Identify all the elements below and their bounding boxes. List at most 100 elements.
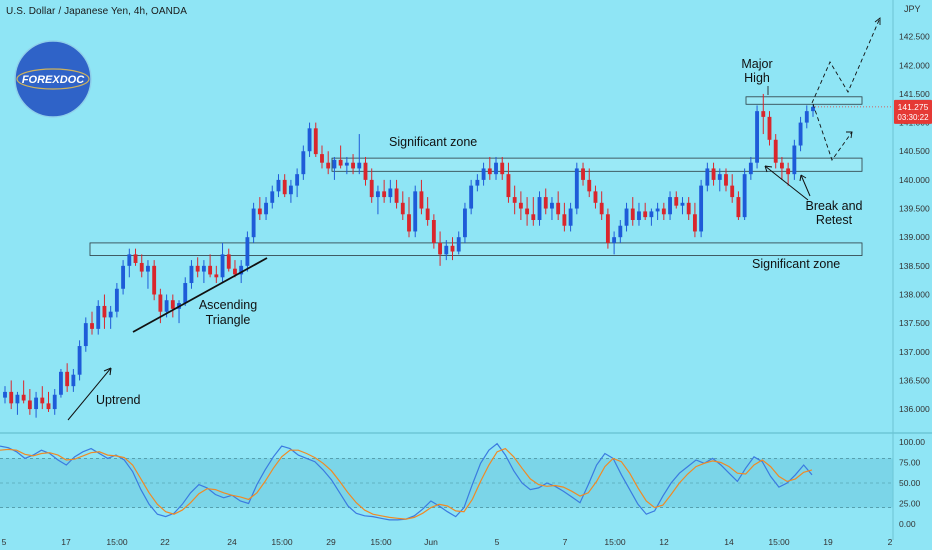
candle-body <box>599 202 604 215</box>
candle-body <box>295 174 300 186</box>
candle-body <box>270 191 275 203</box>
candle <box>668 191 672 220</box>
candle <box>183 277 188 306</box>
candle <box>388 179 393 203</box>
symbol-header: U.S. Dollar / Japanese Yen, 4h, OANDA <box>6 6 188 17</box>
candle <box>475 174 480 192</box>
candle-body <box>431 220 436 243</box>
candle-body <box>146 265 150 272</box>
candle <box>811 105 815 117</box>
candle <box>170 294 175 318</box>
stoch-tick-label: 0.00 <box>899 519 916 529</box>
time-tick-label: 15:00 <box>604 537 626 547</box>
candle-body <box>773 139 778 163</box>
significant-zone-top <box>331 157 863 172</box>
candle-body <box>518 202 523 209</box>
candle-body <box>9 391 14 404</box>
candle-body <box>755 111 759 163</box>
stoch-d-line <box>0 447 813 520</box>
candle <box>711 162 716 186</box>
price-tick-label: 138.000 <box>899 289 930 299</box>
candle <box>438 231 443 266</box>
price-tick-label: 142.000 <box>899 60 930 70</box>
candle-body <box>686 202 691 215</box>
candle-body <box>15 394 20 404</box>
candle-body <box>593 191 598 203</box>
candle-body <box>108 311 113 318</box>
annotation-break-and: Break and <box>806 199 863 213</box>
candle <box>419 179 424 215</box>
candle-body <box>655 208 660 212</box>
candle-body <box>699 185 704 232</box>
candle-body <box>83 323 88 347</box>
candle-body <box>786 168 791 175</box>
candle <box>77 340 82 381</box>
candle <box>463 202 467 243</box>
candle-body <box>400 202 405 215</box>
price-tick-label: 137.000 <box>899 347 930 357</box>
candle-body <box>419 191 424 209</box>
candle <box>152 260 157 301</box>
candle-body <box>363 162 368 180</box>
time-tick-label: 7 <box>563 537 568 547</box>
candle <box>344 156 349 175</box>
price-tick-label: 140.500 <box>899 146 930 156</box>
candle <box>313 122 318 157</box>
price-tick-label: 139.500 <box>899 204 930 214</box>
annotation-retest: Retest <box>816 213 853 227</box>
candle <box>3 386 7 404</box>
candle-body <box>587 179 592 192</box>
candle-body <box>469 185 474 209</box>
candle <box>792 139 797 180</box>
projection-bullish <box>811 17 881 104</box>
time-tick-label: 2 <box>888 537 893 547</box>
candle <box>705 162 710 192</box>
candle <box>425 197 430 226</box>
price-tick-label: 139.000 <box>899 232 930 242</box>
candle <box>301 145 306 180</box>
candle <box>431 214 436 249</box>
price-tick-label: 137.500 <box>899 318 930 328</box>
candle <box>779 156 784 180</box>
candle-body <box>574 168 579 209</box>
candle <box>494 156 498 180</box>
candle-body <box>717 174 722 180</box>
candle <box>680 197 685 215</box>
candle <box>487 156 492 180</box>
time-tick-label: 24 <box>227 537 237 547</box>
candle-body <box>637 211 641 220</box>
candle <box>108 305 113 329</box>
candle-body <box>388 188 393 198</box>
candle-body <box>332 159 337 169</box>
candle-body <box>612 237 617 243</box>
retest-arrowhead-2 <box>799 174 807 182</box>
candle <box>456 231 461 255</box>
candle-body <box>208 265 213 275</box>
candle-body <box>164 300 169 312</box>
candle-body <box>344 162 349 166</box>
candle <box>288 179 293 203</box>
candle <box>214 265 219 284</box>
time-tick-label: 22 <box>160 537 170 547</box>
candle <box>512 185 517 215</box>
candle <box>59 368 63 398</box>
candle-body <box>525 208 530 215</box>
candle-body <box>550 202 554 209</box>
candle <box>543 188 548 215</box>
candle-body <box>649 211 654 218</box>
candle <box>189 260 194 289</box>
candle <box>518 191 523 220</box>
candle-body <box>90 323 94 329</box>
candle-body <box>680 202 685 206</box>
candle-body <box>195 265 200 272</box>
candle-body <box>77 346 82 375</box>
major-high-zone <box>745 96 863 105</box>
candle <box>226 248 231 272</box>
candle <box>643 202 648 220</box>
candle-body <box>605 214 610 243</box>
candle-body <box>257 208 262 215</box>
candle-body <box>494 162 498 175</box>
candle <box>400 191 405 220</box>
candle <box>363 156 368 186</box>
